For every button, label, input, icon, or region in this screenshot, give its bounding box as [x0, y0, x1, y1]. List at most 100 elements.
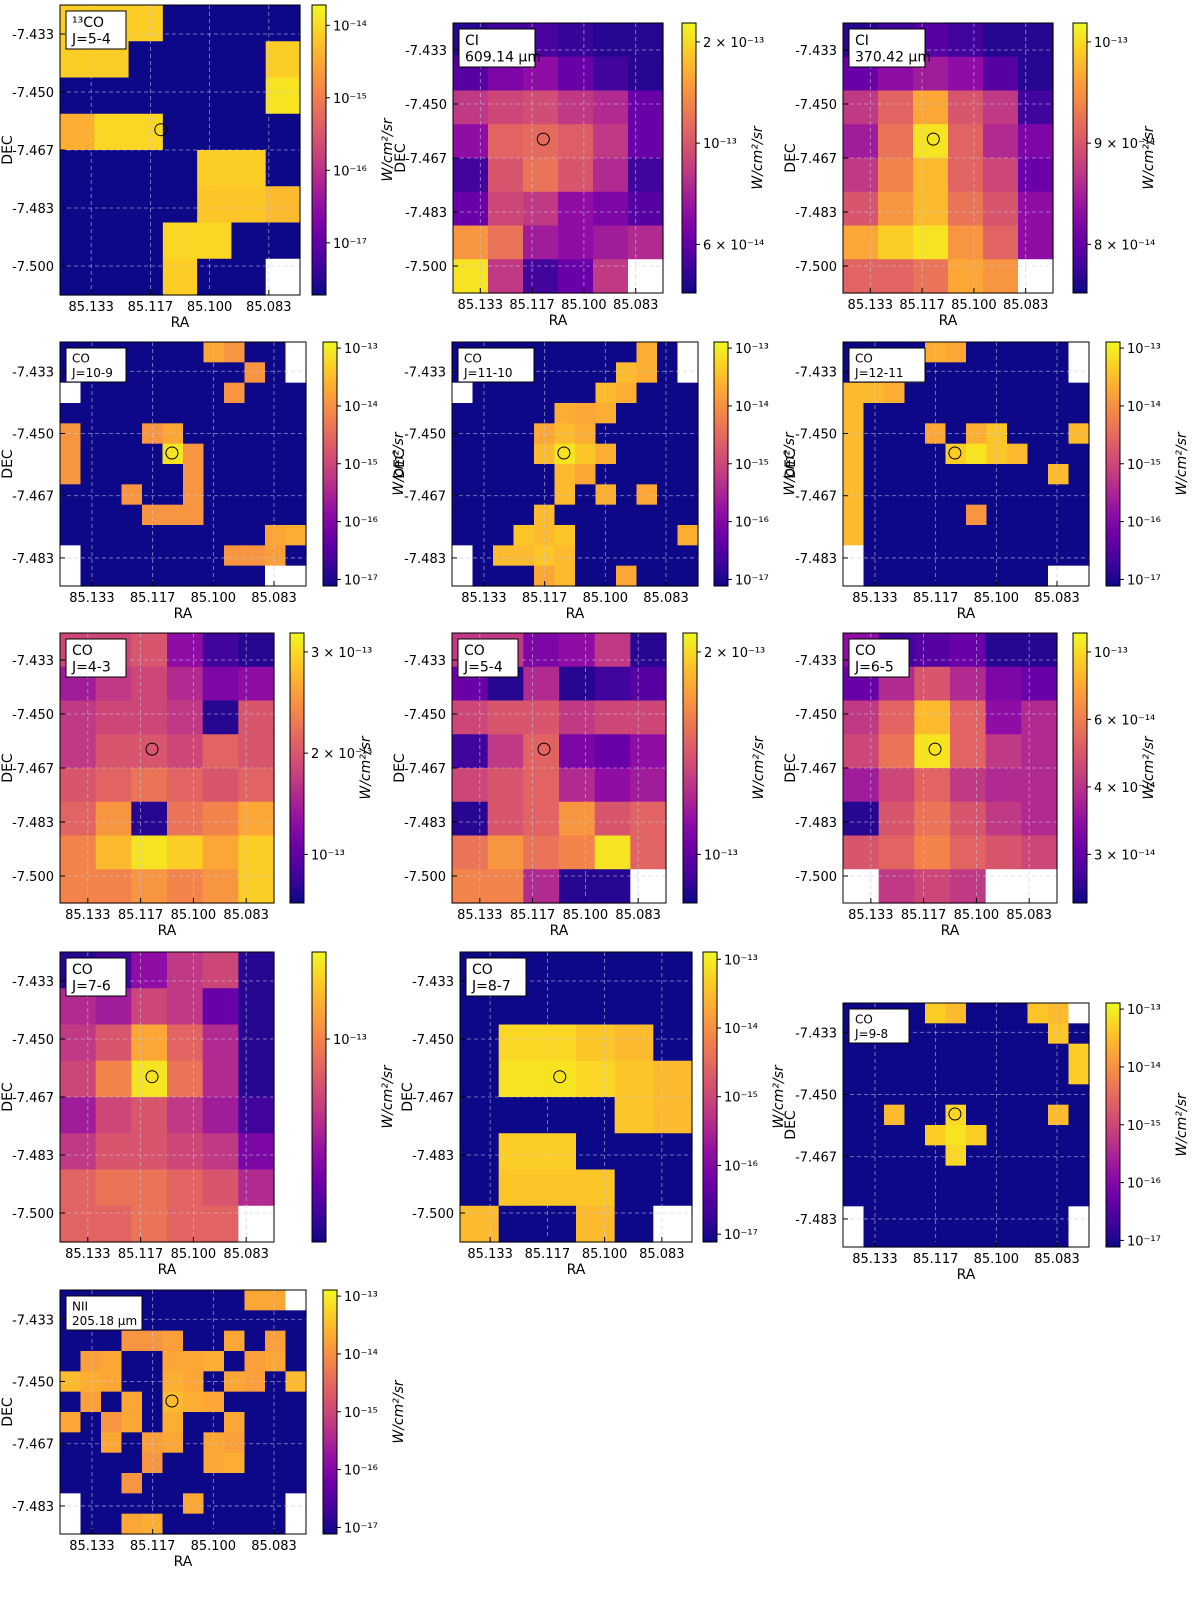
heatmap-cell	[966, 545, 988, 567]
heatmap-cell	[653, 1024, 693, 1062]
source-marker	[553, 1070, 567, 1084]
heatmap-cell	[95, 801, 132, 837]
y-tick-label: -7.500	[795, 260, 837, 275]
heatmap-cell	[657, 443, 679, 465]
heatmap-cell	[95, 1097, 132, 1134]
heatmap-cell	[575, 464, 597, 485]
heatmap-cell	[162, 484, 184, 506]
line-label-box	[65, 638, 127, 678]
heatmap-cell	[537, 988, 577, 1026]
colorbar-tick-label: 10⁻¹³	[344, 342, 378, 357]
heatmap-cell	[636, 443, 658, 465]
heatmap-cell	[657, 484, 679, 506]
x-tick-label: 85.133	[848, 908, 894, 923]
heatmap-cell	[576, 1060, 616, 1098]
heatmap-cell	[265, 1371, 287, 1393]
colorbar-tick-label: 10⁻¹⁷	[735, 573, 769, 588]
heatmap-cell	[80, 1493, 102, 1515]
heatmap-cell	[265, 342, 287, 363]
heatmap-cell	[493, 545, 515, 567]
heatmap-cell	[878, 835, 915, 870]
x-tick-label: 85.100	[191, 591, 237, 606]
heatmap-cell	[628, 191, 664, 227]
heatmap-cell	[244, 484, 266, 506]
heatmap-cell	[60, 1330, 82, 1352]
heatmap-cell	[559, 801, 596, 837]
heatmap-cell	[986, 464, 1008, 485]
heatmap-cell	[121, 443, 143, 465]
y-tick-label: -7.483	[795, 816, 837, 831]
heatmap-cell	[101, 1412, 123, 1433]
heatmap-cell	[657, 525, 679, 546]
heatmap-cell	[453, 90, 489, 125]
heatmap-cell	[265, 382, 287, 404]
heatmap-cell	[1068, 423, 1090, 445]
heatmap-cell	[986, 1023, 1008, 1045]
line-label-box	[465, 957, 527, 997]
heatmap-cell	[657, 565, 679, 587]
heatmap-cell	[575, 443, 597, 465]
heatmap-cell	[986, 545, 1008, 567]
heatmap-cell	[95, 1205, 132, 1243]
heatmap-cell	[1027, 1186, 1049, 1207]
heatmap-cell	[60, 258, 95, 296]
heatmap-cell	[616, 382, 638, 404]
heatmap-cell	[523, 633, 560, 668]
heatmap-cell	[131, 1097, 168, 1134]
heatmap-cell	[244, 1310, 266, 1332]
heatmap-cell	[559, 768, 596, 803]
colorbar-tick-label: 10⁻¹⁶	[724, 1159, 758, 1174]
colorbar-label: W/cm²/sr	[1141, 735, 1157, 800]
heatmap-cell	[94, 77, 130, 115]
heatmap-cell	[183, 1412, 205, 1433]
heatmap-cell	[904, 545, 926, 567]
heatmap-cell	[238, 666, 275, 702]
heatmap-cell	[80, 1473, 102, 1494]
heatmap-cell	[265, 1473, 287, 1494]
colorbar-tick-label: 10⁻¹⁷	[344, 573, 378, 588]
heatmap-cell	[238, 988, 275, 1026]
x-tick-label: 85.100	[583, 591, 629, 606]
heatmap-cell	[559, 835, 596, 870]
heatmap-cell	[60, 1473, 82, 1494]
heatmap-cell	[945, 1043, 967, 1065]
heatmap-cell	[594, 633, 631, 668]
heatmap-cell	[614, 1205, 654, 1243]
heatmap-cell	[183, 1310, 205, 1332]
heatmap-cell	[95, 700, 132, 735]
heatmap-cell	[121, 382, 143, 404]
line-label-transition: J=7-6	[71, 978, 111, 994]
heatmap-cell	[1068, 362, 1090, 384]
heatmap-cell	[653, 988, 693, 1026]
heatmap-cell	[904, 403, 926, 424]
heatmap-cell	[238, 734, 275, 769]
heatmap-cell	[493, 443, 515, 465]
heatmap-panel-6: 85.133 85.117 85.100 85.083 -7.433 -7.450 -7.4…	[783, 341, 1190, 622]
heatmap-cell	[914, 768, 951, 803]
heatmap-cell	[128, 77, 164, 115]
source-marker	[948, 1107, 962, 1121]
heatmap-cell	[472, 464, 494, 485]
heatmap-cell	[244, 1412, 266, 1433]
colorbar-tick-label: 10⁻¹⁶	[1127, 516, 1161, 531]
heatmap-cell	[121, 565, 143, 587]
heatmap-cell	[948, 225, 984, 260]
heatmap-cell	[913, 158, 949, 193]
y-tick-label: -7.450	[405, 98, 447, 113]
heatmap-cell	[843, 801, 880, 837]
heatmap-cell	[1068, 342, 1090, 363]
y-tick-label: -7.450	[795, 428, 837, 443]
colorbar-tick-label: 10⁻¹³	[311, 848, 345, 863]
heatmap-cell	[265, 545, 287, 567]
heatmap-cell	[202, 1205, 239, 1243]
heatmap-cell	[498, 1169, 538, 1207]
heatmap-cell	[224, 1310, 246, 1332]
heatmap-cell	[265, 150, 301, 187]
y-tick-label: -7.483	[795, 1213, 837, 1228]
heatmap-cell	[285, 1290, 307, 1311]
heatmap-cell	[966, 362, 988, 384]
heatmap-cell	[1068, 504, 1090, 526]
heatmap-cell	[80, 1452, 102, 1474]
heatmap-cell	[966, 565, 988, 587]
heatmap-cell	[121, 1513, 143, 1535]
